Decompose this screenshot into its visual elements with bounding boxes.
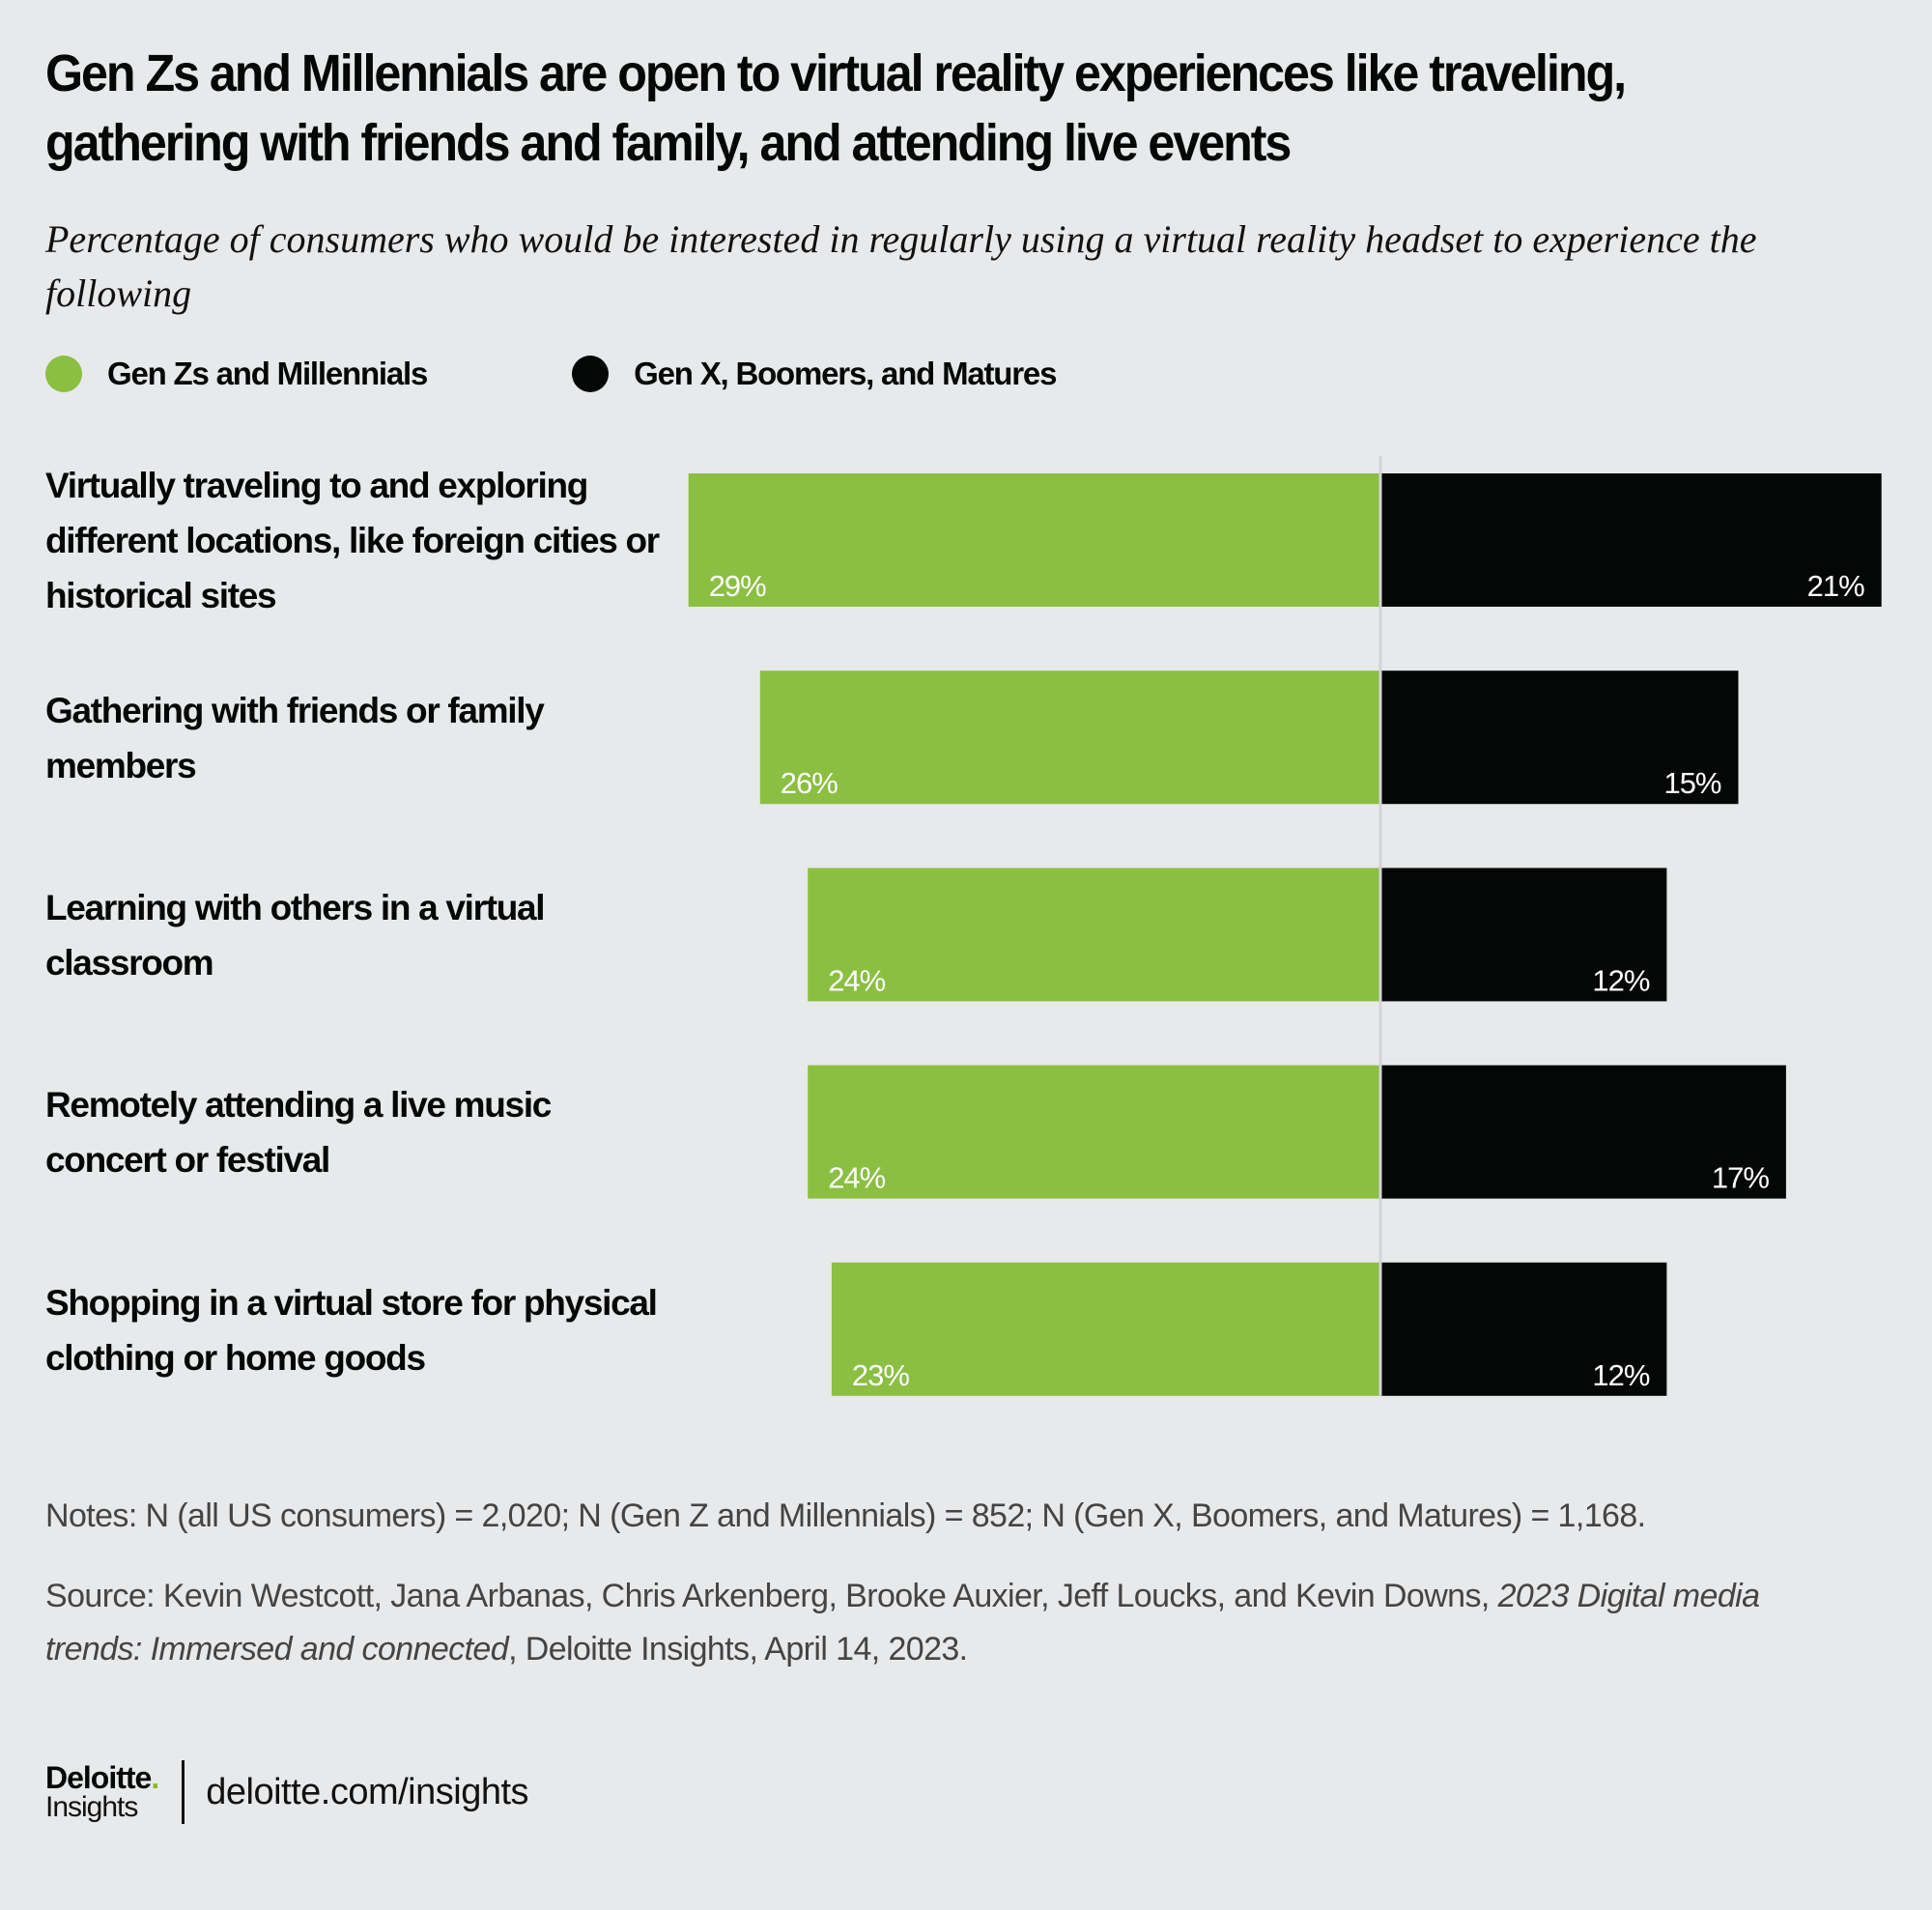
bar-value-label-gen-x-boomers-matures: 12% (1592, 1358, 1649, 1392)
category-label: Learning with others in a virtual classr… (45, 888, 546, 983)
bars-group (688, 473, 1882, 1396)
bar-gen-z-millennials (688, 473, 1380, 607)
bar-gen-z-millennials (759, 670, 1380, 805)
bar-gen-z-millennials (808, 1065, 1380, 1199)
source-prefix: Source: Kevin Westcott, Jana Arbanas, Ch… (45, 1578, 1498, 1614)
bar-value-label-gen-z-millennials: 26% (781, 766, 838, 800)
bar-labels-group: 29% 21% 26% 15% 24% 12% 24% 17% 23% 12% (709, 569, 1865, 1392)
logo-wordmark: Deloitte. (45, 1760, 159, 1795)
category-label: Shopping in a virtual store for physical… (45, 1283, 658, 1378)
bar-value-label-gen-z-millennials: 24% (828, 1161, 885, 1195)
chart-title: Gen Zs and Millennials are open to virtu… (45, 44, 1627, 172)
deloitte-insights-logo: Deloitte. Insights (45, 1760, 159, 1823)
source-text: Source: Kevin Westcott, Jana Arbanas, Ch… (45, 1570, 1784, 1676)
legend: Gen Zs and Millennials Gen X, Boomers, a… (45, 354, 1133, 394)
logo-green-dot: . (151, 1760, 159, 1795)
bar-value-label-gen-x-boomers-matures: 21% (1807, 569, 1864, 603)
source-title: 2023 Digital media trends: Immersed and … (45, 1578, 1760, 1668)
legend-label: Gen X, Boomers, and Matures (634, 356, 1057, 391)
footer: Deloitte. Insights deloitte.com/insights (45, 1760, 529, 1824)
legend-swatch-green (45, 356, 82, 392)
footer-divider (182, 1760, 185, 1824)
bar-gen-x-boomers-matures (1380, 868, 1667, 1002)
bar-gen-x-boomers-matures (1380, 1065, 1786, 1199)
bar-gen-x-boomers-matures (1380, 1262, 1667, 1396)
category-label: Remotely attending a live music concert … (45, 1085, 552, 1180)
bar-value-label-gen-x-boomers-matures: 17% (1712, 1161, 1769, 1195)
bar-value-label-gen-z-millennials: 29% (709, 569, 766, 603)
logo-main-text: Deloitte (45, 1760, 152, 1795)
bar-value-label-gen-z-millennials: 24% (828, 963, 885, 997)
notes-text: Notes: N (all US consumers) = 2,020; N (… (45, 1497, 1646, 1534)
center-axis-line (1378, 456, 1382, 1396)
legend-item-gen-z-millennials: Gen Zs and Millennials (45, 356, 428, 392)
chart-subtitle: Percentage of consumers who would be int… (45, 217, 1757, 315)
bar-value-label-gen-x-boomers-matures: 15% (1663, 766, 1720, 800)
footer-url-link[interactable]: deloitte.com/insights (206, 1771, 529, 1812)
bar-gen-z-millennials (831, 1262, 1380, 1396)
source-suffix: , Deloitte Insights, April 14, 2023. (508, 1631, 968, 1668)
bar-gen-z-millennials (808, 868, 1380, 1002)
category-label: Gathering with friends or family members (45, 691, 545, 785)
legend-item-gen-x-boomers-matures: Gen X, Boomers, and Matures (572, 356, 1057, 392)
bar-value-label-gen-x-boomers-matures: 12% (1592, 963, 1649, 997)
category-label: Virtually traveling to and exploring dif… (45, 465, 660, 615)
bar-value-label-gen-z-millennials: 23% (852, 1358, 909, 1392)
logo-subtext: Insights (45, 1791, 138, 1823)
bar-gen-x-boomers-matures (1380, 670, 1739, 805)
legend-swatch-black (572, 356, 610, 392)
bar-gen-x-boomers-matures (1380, 473, 1882, 607)
legend-label: Gen Zs and Millennials (107, 356, 428, 391)
